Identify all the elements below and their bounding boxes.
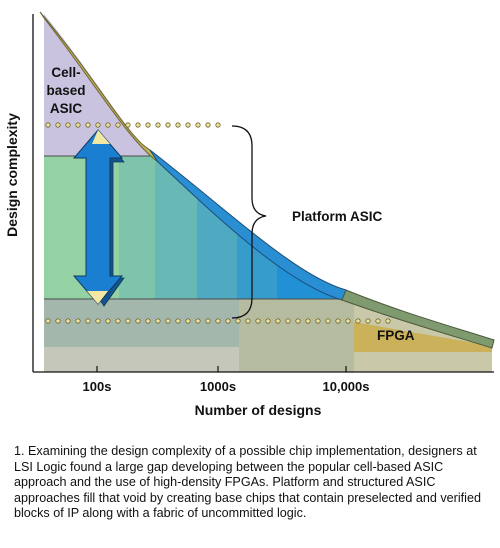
svg-text:Cell-: Cell- <box>51 65 80 80</box>
lower-dotted-line <box>45 318 391 324</box>
tick-label-10000s: 10,000s <box>323 379 370 394</box>
upper-dotted-line <box>45 122 221 128</box>
svg-text:ASIC: ASIC <box>50 101 83 116</box>
tick-label-1000s: 1000s <box>200 379 236 394</box>
cell-based-region <box>44 14 492 156</box>
fpga-region-mid <box>239 299 354 372</box>
x-axis-label: Number of designs <box>195 402 322 418</box>
tick-label-100s: 100s <box>83 379 112 394</box>
design-complexity-diagram: Design complexity Number of designs 100s… <box>4 11 495 418</box>
double-arrow-icon <box>72 129 125 307</box>
platform-band-6 <box>277 156 377 299</box>
fpga-wedge <box>354 322 492 352</box>
fpga-curve-band <box>341 289 495 349</box>
cell-based-asic-label: Cell- based ASIC <box>46 65 85 116</box>
fpga-label: FPGA <box>377 328 415 343</box>
platform-asic-label: Platform ASIC <box>292 209 383 224</box>
y-axis-label: Design complexity <box>4 113 20 237</box>
svg-text:based: based <box>46 83 85 98</box>
figure-caption: 1. Examining the design complexity of a … <box>14 444 481 521</box>
platform-brace <box>231 125 267 319</box>
fpga-region-left <box>44 347 239 372</box>
platform-band-2 <box>119 156 155 299</box>
